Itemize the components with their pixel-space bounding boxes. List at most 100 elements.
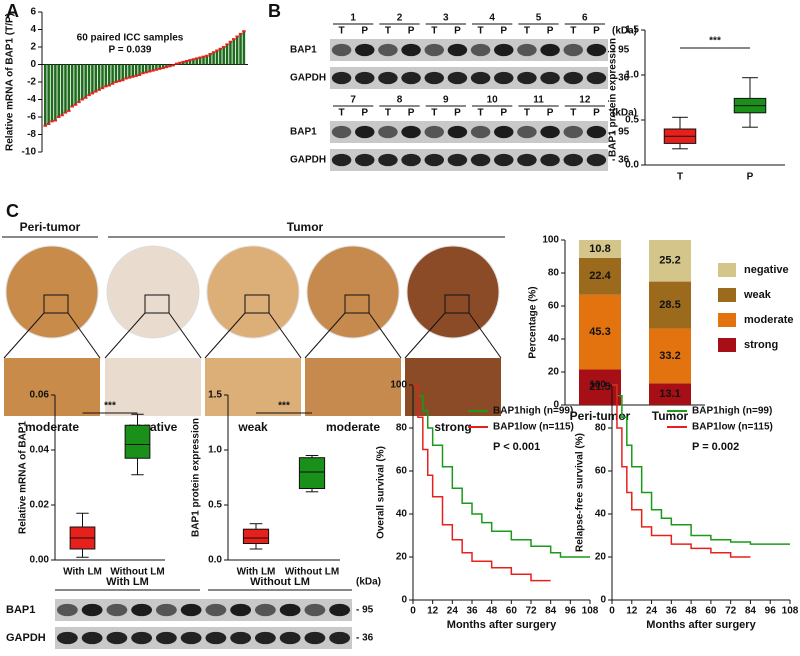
y-tick-label: 0.0 (625, 160, 639, 171)
bar-segment (579, 369, 621, 405)
x-tick-label: 0 (410, 606, 416, 617)
y-tick-label: 0.00 (30, 555, 50, 566)
blot-band (378, 125, 398, 139)
bar-cap (164, 66, 169, 69)
zoom-line (168, 312, 202, 359)
x-tick-label: 96 (565, 606, 577, 617)
blot-band (586, 71, 607, 85)
row-label: BAP1 (6, 604, 35, 616)
bar (111, 64, 114, 84)
lane-side: P (500, 26, 507, 37)
zoom-box (244, 294, 270, 314)
y-tick-label: 100 (589, 380, 606, 391)
bar-cap (100, 87, 105, 90)
group-label: Without LM (250, 576, 310, 588)
lane-side: P (500, 108, 507, 119)
lane-side: P (454, 108, 461, 119)
bar (138, 64, 141, 75)
blot-band (329, 631, 351, 645)
bar-cap (141, 72, 145, 75)
blot-band (540, 71, 560, 85)
blot-band (304, 603, 326, 617)
bar-cap (235, 35, 239, 38)
y-tick-label: 1.5 (208, 390, 222, 401)
bar-cap (124, 77, 128, 80)
bar-cap (70, 105, 74, 108)
bar-cap (238, 32, 243, 35)
lane-number: 8 (397, 95, 403, 106)
blot-band (230, 631, 252, 645)
bar (124, 64, 128, 79)
legend-label: strong (744, 339, 778, 351)
kda-unit: (kDa) (612, 108, 637, 119)
y-tick-label: 60 (548, 301, 560, 312)
blot-band (424, 71, 444, 85)
blot-band (517, 153, 537, 167)
blot-band (540, 43, 560, 57)
x-tick-label: 108 (582, 606, 599, 617)
survival-curve (413, 384, 590, 558)
survival-curve (413, 384, 551, 582)
y-tick-label: -4 (27, 94, 36, 105)
y-axis-label: Relative mRNA of BAP1 (T/P) (5, 13, 16, 151)
bar-cap (104, 85, 108, 88)
bar-cap (215, 49, 219, 52)
bar-cap (184, 60, 189, 62)
lane-side: T (524, 26, 530, 37)
zoom-box (444, 294, 470, 314)
blot-band (563, 153, 583, 167)
x-tick-label: 72 (725, 606, 737, 617)
x-tick-label: 96 (765, 606, 777, 617)
bar-cap (97, 88, 101, 91)
x-tick-label: 36 (466, 606, 478, 617)
legend-label: BAP1low (n=115) (692, 422, 773, 433)
lane-side: P (593, 108, 600, 119)
row-label: BAP1 (290, 127, 317, 138)
blot-band (180, 603, 202, 617)
x-axis-label: Months after surgery (646, 619, 756, 631)
bar-cap (168, 65, 172, 68)
p-value: P = 0.002 (692, 441, 739, 453)
zoom-box (43, 294, 69, 314)
blot-band (447, 43, 468, 57)
lane-side: T (524, 108, 530, 119)
x-tick-label: 0 (609, 606, 615, 617)
legend-swatch (718, 263, 736, 277)
size-marker: - 95 (356, 605, 374, 616)
y-tick-label: 0.06 (30, 390, 50, 401)
bar (44, 64, 47, 126)
size-marker: - 36 (356, 633, 374, 644)
x-tick-label: Without LM (110, 567, 164, 578)
legend-swatch (718, 288, 736, 302)
bar-cap (127, 76, 132, 79)
blot-band (470, 71, 491, 85)
y-tick-label: 0 (553, 400, 559, 411)
legend-swatch (718, 338, 736, 352)
blot-band (205, 603, 227, 617)
bar (131, 64, 135, 77)
blot-band (254, 603, 276, 617)
zoom-line (3, 312, 45, 359)
kda-unit: (kDa) (612, 26, 637, 37)
x-tick-label: 84 (745, 606, 757, 617)
y-axis-label: Percentage (%) (528, 286, 539, 358)
bar-cap (77, 101, 81, 104)
y-tick-label: 0.5 (208, 500, 222, 511)
lane-side: P (361, 26, 368, 37)
y-tick-label: 0 (30, 59, 36, 70)
legend-label: weak (743, 289, 772, 301)
legend-swatch (718, 313, 736, 327)
blot-band (180, 631, 202, 645)
x-tick-label: P (747, 172, 754, 183)
bar-segment (649, 328, 691, 384)
y-tick-label: 100 (542, 235, 559, 246)
bar-cap (178, 61, 182, 64)
bar-cap (157, 67, 162, 70)
x-tick-label: With LM (63, 567, 102, 578)
bar (219, 48, 222, 65)
zoom-line (468, 312, 502, 359)
bar (232, 39, 236, 65)
lane-number: 6 (582, 13, 588, 24)
bar-cap (201, 55, 206, 58)
bar-cap (43, 124, 48, 127)
